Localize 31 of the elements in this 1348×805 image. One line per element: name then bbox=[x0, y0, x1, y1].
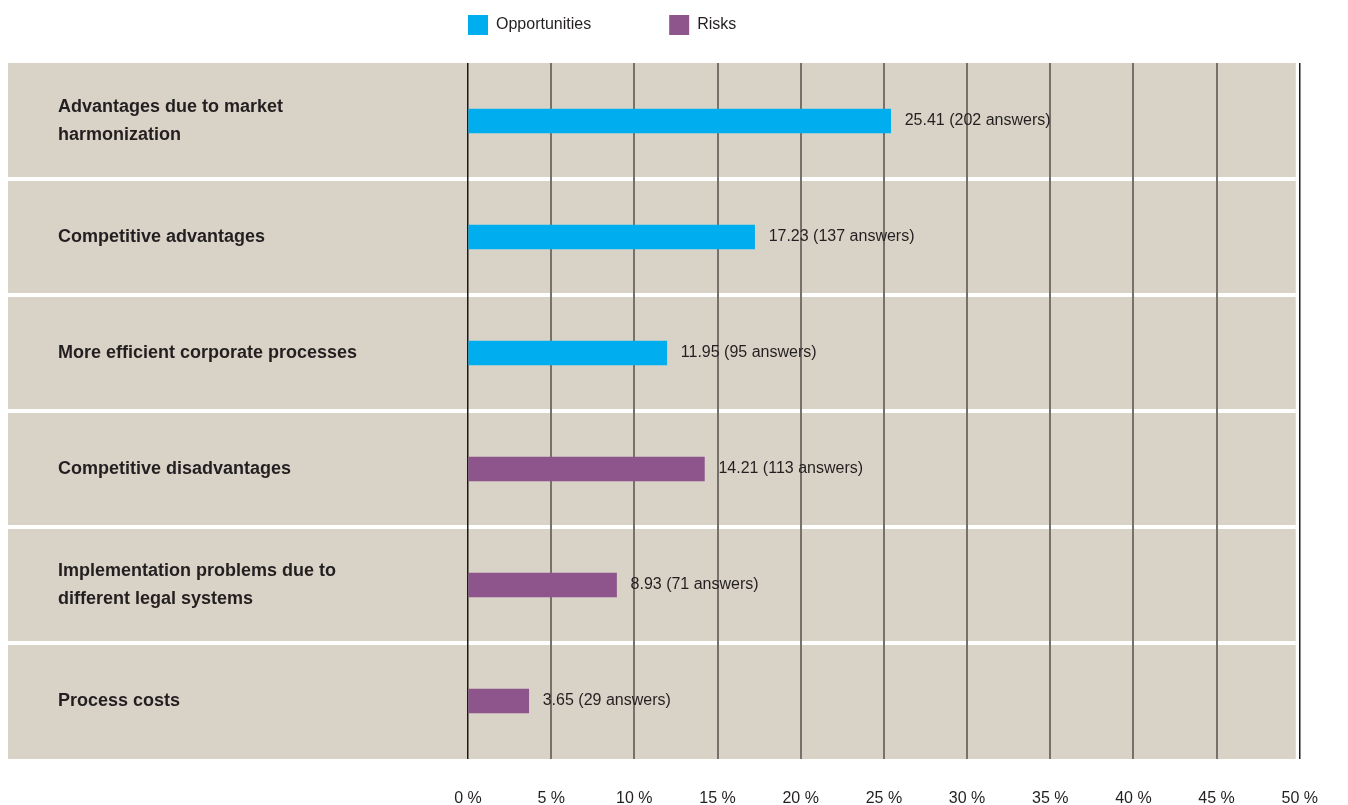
bar bbox=[468, 340, 668, 366]
x-tick-label: 0 % bbox=[454, 789, 482, 805]
bar bbox=[468, 108, 892, 134]
y-tick-label: Advantages due to market harmonization bbox=[58, 95, 284, 145]
x-tick-label: 5 % bbox=[537, 789, 565, 805]
legend-label: Risks bbox=[697, 15, 737, 33]
x-tick-label: 20 % bbox=[782, 789, 819, 805]
x-tick-label: 25 % bbox=[865, 789, 903, 805]
x-tick-label: 30 % bbox=[948, 789, 986, 805]
y-tick-label: More efficient corporate processes bbox=[58, 341, 358, 362]
data-label: 11.95 (95 answers) bbox=[680, 343, 817, 361]
y-tick-label: Competitive advantages bbox=[58, 225, 266, 246]
x-tick-label: 50 % bbox=[1281, 789, 1318, 805]
bar bbox=[468, 456, 705, 482]
bar bbox=[468, 572, 617, 598]
data-label: 17.23 (137 answers) bbox=[768, 227, 915, 245]
x-tick-label: 35 % bbox=[1032, 789, 1069, 805]
bar bbox=[468, 224, 755, 250]
data-label: 3.65 (29 answers) bbox=[542, 691, 671, 709]
x-tick-label: 15 % bbox=[699, 789, 736, 805]
legend-label: Opportunities bbox=[496, 15, 592, 33]
x-tick-label: 10 % bbox=[616, 789, 653, 805]
data-label: 8.93 (71 answers) bbox=[630, 575, 759, 593]
x-tick-label: 40 % bbox=[1115, 789, 1152, 805]
y-tick-label: Implementation problems due to different legal systems bbox=[58, 559, 337, 609]
x-tick-label: 45 % bbox=[1198, 789, 1235, 805]
y-tick-label: Competitive disadvantages bbox=[58, 457, 292, 478]
bar bbox=[468, 688, 530, 714]
data-label: 14.21 (113 answers) bbox=[718, 459, 864, 477]
data-label: 25.41 (202 answers) bbox=[904, 111, 1051, 129]
y-tick-label: Process costs bbox=[58, 689, 181, 710]
